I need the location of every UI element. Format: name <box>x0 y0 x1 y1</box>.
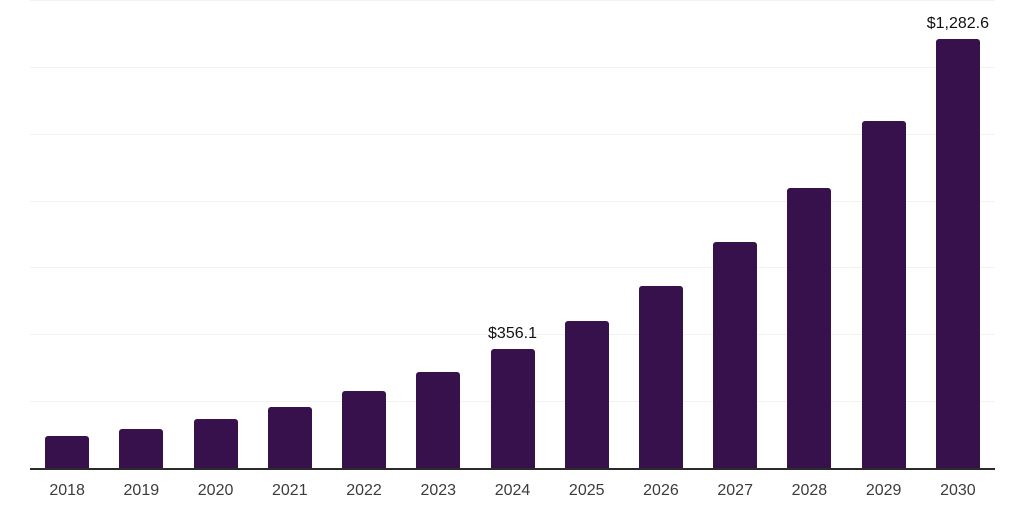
bar-2024 <box>490 348 535 468</box>
bar-2029 <box>861 121 906 468</box>
x-tick-label-2030: 2030 <box>940 482 976 499</box>
bar-2027 <box>713 242 758 468</box>
bar-2020 <box>193 419 238 468</box>
bar-2019 <box>119 428 164 468</box>
bar-2026 <box>638 286 683 468</box>
bar-2018 <box>45 435 90 468</box>
x-tick-label-2028: 2028 <box>791 482 828 499</box>
x-tick-label-2029: 2029 <box>865 482 902 499</box>
plot-area: $356.1 $1,282.6 <box>30 0 995 470</box>
x-tick-label-2026: 2026 <box>643 482 679 499</box>
bar-2021 <box>267 406 312 468</box>
bar-data-label-2024: $356.1 <box>488 324 537 342</box>
bar-data-label-2030: $1,282.6 <box>926 15 990 33</box>
x-tick-label-2024: 2024 <box>494 482 531 499</box>
x-tick-label-2021: 2021 <box>272 482 308 499</box>
x-tick-label-2027: 2027 <box>717 482 753 499</box>
gridline <box>30 334 995 336</box>
gridline <box>30 200 995 202</box>
x-tick-label-2025: 2025 <box>568 482 605 499</box>
x-tick-label-2018: 2018 <box>49 482 85 499</box>
x-tick-label-2022: 2022 <box>346 482 382 499</box>
x-tick-label-2020: 2020 <box>197 482 234 499</box>
x-tick-label-2023: 2023 <box>420 482 457 499</box>
bar-2030 <box>935 39 980 468</box>
x-axis-line <box>30 468 995 470</box>
gridline <box>30 133 995 135</box>
gridline <box>30 267 995 269</box>
bar-2022 <box>342 390 387 468</box>
bar-2023 <box>416 372 461 468</box>
bar-2025 <box>564 320 609 468</box>
bar-2028 <box>787 187 832 468</box>
gridline <box>30 0 995 1</box>
gridline <box>30 66 995 68</box>
x-tick-label-2019: 2019 <box>123 482 160 499</box>
